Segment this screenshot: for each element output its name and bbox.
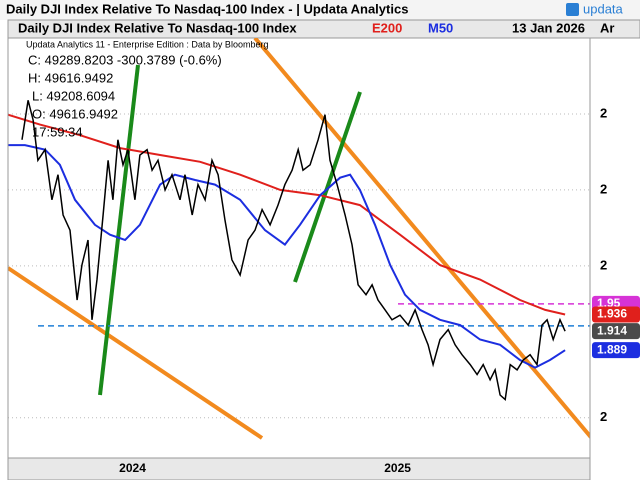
info-text: Updata Analytics 11 - Enterprise Edition… — [26, 39, 268, 49]
value-badge — [592, 342, 640, 359]
series-line — [21, 100, 566, 401]
header-bar — [7, 19, 640, 39]
chart-date: 13 Jan 2026 — [512, 20, 585, 35]
logo: updata — [583, 1, 624, 16]
x-axis-band — [7, 457, 591, 480]
value-badge — [592, 306, 640, 323]
trend-line — [253, 38, 590, 440]
chart-title: Daily DJI Index Relative To Nasdaq-100 I… — [18, 20, 297, 35]
value-badge — [592, 323, 640, 340]
y-tick-label: 2 — [600, 181, 607, 196]
series-line — [8, 113, 566, 316]
window-title: Daily DJI Index Relative To Nasdaq-100 I… — [6, 1, 408, 16]
legend-entry: M50 — [428, 20, 453, 35]
title-bar — [0, 0, 640, 20]
y-tick-label: 2 — [600, 257, 607, 272]
trend-line — [293, 91, 362, 283]
legend-entry: E200 — [372, 20, 402, 35]
trend-line — [98, 64, 140, 396]
value-badge-label: 1.936 — [597, 307, 627, 321]
value-badge-label: 1.889 — [597, 342, 627, 356]
x-tick-label: 2024 — [119, 461, 146, 475]
info-text: L: 49208.6094 — [32, 88, 115, 103]
info-text: C: 49289.8203 -300.3789 (-0.6%) — [28, 52, 222, 67]
series-line — [8, 144, 566, 369]
plot-area: Updata Analytics 11 - Enterprise Edition… — [8, 38, 590, 440]
trend-line — [8, 266, 264, 440]
y-tick-label: 2 — [600, 409, 607, 424]
info-text: H: 49616.9492 — [28, 70, 113, 85]
value-badge-label: 1.914 — [597, 323, 627, 337]
logo-icon — [566, 3, 579, 16]
x-tick-label: 2025 — [384, 461, 411, 475]
axis-header: Ar — [600, 20, 614, 35]
y-tick-label: 2 — [600, 105, 607, 120]
info-text: 17:59:34 — [32, 124, 83, 139]
info-text: O: 49616.9492 — [32, 106, 118, 121]
